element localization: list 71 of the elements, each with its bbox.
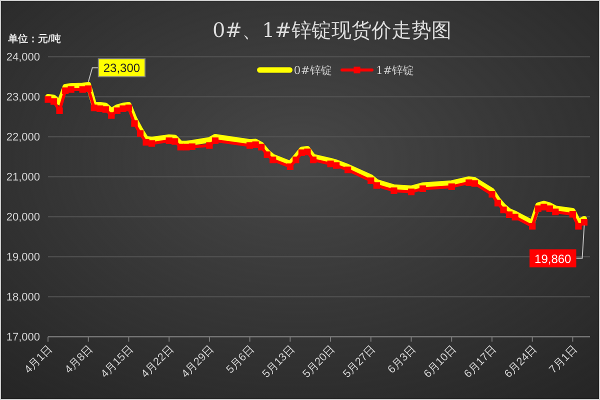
y-tick-label: 23,000	[6, 92, 40, 104]
point	[286, 163, 294, 170]
point	[488, 191, 496, 198]
point	[125, 104, 132, 112]
point	[419, 185, 426, 192]
y-tick-label: 19,000	[6, 252, 40, 264]
x-tick-label: 5月6日	[224, 343, 257, 376]
x-tick-label: 4月15日	[98, 343, 136, 380]
point	[448, 183, 455, 190]
point	[264, 151, 270, 158]
point	[304, 148, 311, 156]
point	[188, 143, 196, 150]
x-tick-label: 5月27日	[341, 343, 378, 380]
y-tick-label: 24,000	[6, 52, 40, 64]
y-tick-label: 20,000	[6, 212, 40, 224]
point	[56, 107, 63, 114]
y-tick-label: 22,000	[6, 132, 40, 144]
annotation: 19,860	[534, 252, 572, 266]
point	[552, 208, 559, 216]
point	[512, 214, 518, 220]
x-tick-label: 4月29日	[180, 343, 217, 380]
point	[148, 140, 156, 147]
point	[569, 211, 576, 218]
point	[68, 86, 74, 93]
x-tick-label: 5月20日	[300, 343, 338, 380]
point	[575, 223, 582, 230]
point	[368, 177, 374, 184]
point	[206, 142, 213, 149]
point	[310, 156, 317, 164]
x-tick-label: 7月1日	[547, 343, 580, 376]
x-tick-label: 6月17日	[462, 343, 500, 380]
point	[529, 223, 536, 230]
point	[270, 156, 276, 164]
x-tick-label: 4月22日	[139, 343, 176, 380]
point	[131, 120, 138, 127]
x-tick-label: 6月10日	[422, 343, 459, 380]
point	[373, 182, 380, 189]
x-tick-label: 5月13日	[260, 343, 298, 380]
point	[85, 85, 92, 92]
y-tick-label: 18,000	[6, 292, 40, 304]
point	[292, 156, 300, 164]
point	[108, 112, 115, 119]
point	[390, 187, 398, 194]
y-tick-label: 17,000	[6, 332, 40, 344]
point	[212, 137, 219, 144]
point	[62, 87, 69, 94]
point	[408, 188, 415, 196]
point	[258, 144, 265, 150]
annotation: 19,860	[530, 224, 585, 268]
point	[102, 106, 109, 113]
point	[136, 130, 144, 137]
point	[344, 166, 352, 174]
title: 0#、1#锌锭现货价走势图	[212, 18, 452, 42]
x-tick-label: 6月3日	[386, 343, 418, 376]
point	[246, 142, 254, 149]
x-tick-label: 4月1日	[22, 343, 56, 376]
point	[500, 206, 507, 214]
annotation: 23,300	[88, 58, 146, 82]
point	[580, 219, 588, 226]
y-tick-label: 21,000	[6, 172, 40, 184]
ylabel: 单位：元/吨	[8, 34, 61, 45]
point	[471, 180, 478, 187]
x-tick-label: 6月24日	[502, 343, 540, 380]
annotation: 23,300	[103, 61, 140, 76]
legend-label: 1#锌锭	[376, 64, 414, 77]
point	[333, 162, 340, 169]
point	[50, 98, 58, 105]
x-tick-label: 4月8日	[62, 343, 96, 376]
legend-label: 0#锌锭	[294, 64, 332, 77]
point	[494, 200, 502, 206]
point	[172, 138, 178, 145]
